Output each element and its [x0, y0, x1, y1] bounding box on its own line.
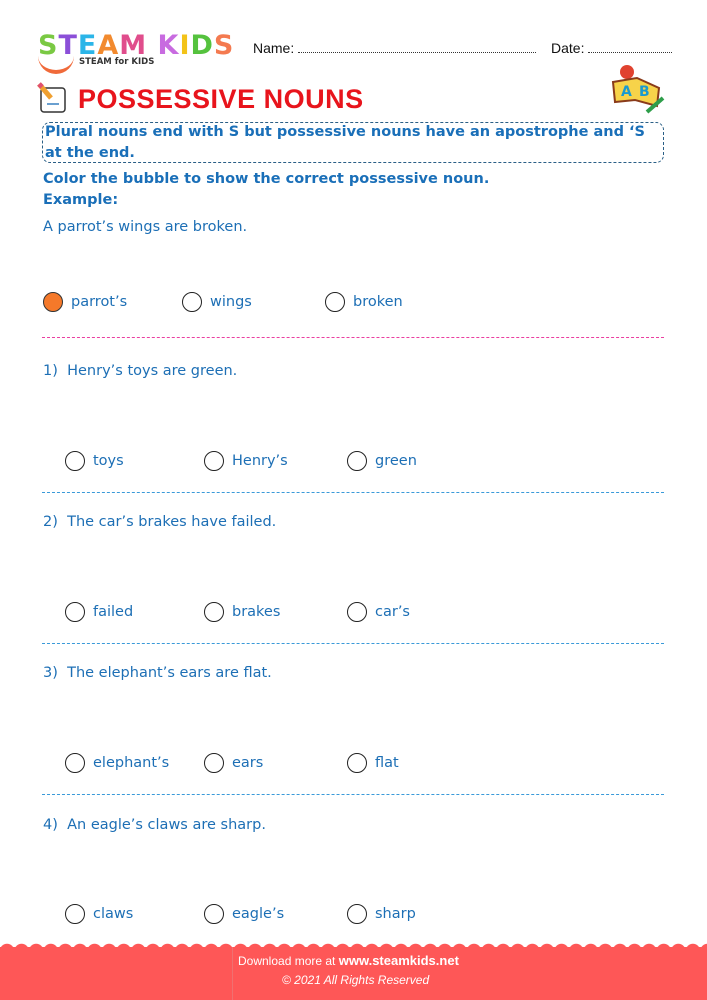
footer-link[interactable]: www.steamkids.net	[338, 953, 459, 968]
option-label: wings	[210, 294, 252, 310]
question-number: 4)	[43, 817, 58, 833]
answer-option[interactable]: car’s	[347, 602, 410, 622]
rule-text: Plural nouns end with S but possessive n…	[45, 124, 645, 161]
footer: Download more at www.steamkids.net © 202…	[0, 947, 707, 1000]
copyright: © 2021 All Rights Reserved	[282, 973, 430, 987]
option-label: broken	[353, 294, 403, 310]
option-label: sharp	[375, 906, 416, 922]
answer-option[interactable]: ears	[204, 753, 263, 773]
bubble[interactable]	[347, 602, 367, 622]
example-option[interactable]: broken	[325, 292, 403, 312]
bubble[interactable]	[65, 904, 85, 924]
bubble[interactable]	[65, 451, 85, 471]
question-3: 3) The elephant’s ears are flat.	[43, 665, 272, 681]
question-number: 1)	[43, 363, 58, 379]
name-label: Name:	[253, 40, 295, 56]
bubble[interactable]	[182, 292, 202, 312]
instruction: Color the bubble to show the correct pos…	[43, 171, 490, 187]
option-label: eagle’s	[232, 906, 285, 922]
divider	[42, 492, 664, 493]
example-option[interactable]: parrot’s	[43, 292, 127, 312]
svg-text:A: A	[621, 84, 632, 100]
option-label: flat	[375, 755, 399, 771]
option-label: elephant’s	[93, 755, 170, 771]
logo-tagline: STEAM for KIDS	[79, 57, 155, 67]
download-text: Download more at	[238, 954, 336, 968]
option-label: failed	[93, 604, 134, 620]
question-sentence: The elephant’s ears are flat.	[67, 665, 272, 681]
option-label: green	[375, 453, 417, 469]
bubble[interactable]	[347, 753, 367, 773]
bubble-filled[interactable]	[43, 292, 63, 312]
answer-option[interactable]: green	[347, 451, 417, 471]
question-sentence: The car’s brakes have failed.	[67, 514, 277, 530]
date-field[interactable]: Date:	[551, 40, 673, 56]
example-sentence: A parrot’s wings are broken.	[43, 219, 248, 235]
option-label: Henry’s	[232, 453, 288, 469]
bubble[interactable]	[347, 904, 367, 924]
answer-option[interactable]: flat	[347, 753, 399, 773]
answer-option[interactable]: eagle’s	[204, 904, 284, 924]
option-label: toys	[93, 453, 124, 469]
option-label: brakes	[232, 604, 281, 620]
bubble[interactable]	[347, 451, 367, 471]
footer-download: Download more at www.steamkids.net	[238, 953, 459, 968]
divider	[42, 337, 664, 338]
question-4: 4) An eagle’s claws are sharp.	[43, 817, 266, 833]
question-sentence: An eagle’s claws are sharp.	[67, 817, 266, 833]
answer-option[interactable]: Henry’s	[204, 451, 288, 471]
answer-option[interactable]: failed	[65, 602, 133, 622]
option-label: car’s	[375, 604, 410, 620]
date-label: Date:	[551, 40, 585, 56]
question-number: 3)	[43, 665, 58, 681]
logo-swoosh	[38, 56, 74, 74]
svg-text:B: B	[639, 84, 650, 100]
example-option[interactable]: wings	[182, 292, 252, 312]
answer-option[interactable]: toys	[65, 451, 124, 471]
question-1: 1) Henry’s toys are green.	[43, 363, 237, 379]
answer-option[interactable]: sharp	[347, 904, 416, 924]
option-label: claws	[93, 906, 134, 922]
answer-option[interactable]: claws	[65, 904, 133, 924]
option-label: ears	[232, 755, 264, 771]
page-title: POSSESSIVE NOUNS	[78, 84, 364, 114]
divider	[42, 643, 664, 644]
bubble[interactable]	[204, 451, 224, 471]
answer-option[interactable]: elephant’s	[65, 753, 169, 773]
bubble[interactable]	[325, 292, 345, 312]
bubble[interactable]	[65, 602, 85, 622]
steam-kids-logo: STEAM KIDS	[38, 30, 235, 61]
question-number: 2)	[43, 514, 58, 530]
bubble[interactable]	[65, 753, 85, 773]
bubble[interactable]	[204, 904, 224, 924]
name-field[interactable]: Name:	[253, 40, 537, 56]
divider	[42, 794, 664, 795]
rule-box	[42, 122, 664, 163]
example-label: Example:	[43, 192, 119, 208]
bubble[interactable]	[204, 753, 224, 773]
option-label: parrot’s	[71, 294, 128, 310]
bubble[interactable]	[204, 602, 224, 622]
question-2: 2) The car’s brakes have failed.	[43, 514, 276, 530]
answer-option[interactable]: brakes	[204, 602, 280, 622]
question-sentence: Henry’s toys are green.	[67, 363, 238, 379]
pencil-paper-icon	[37, 82, 66, 113]
